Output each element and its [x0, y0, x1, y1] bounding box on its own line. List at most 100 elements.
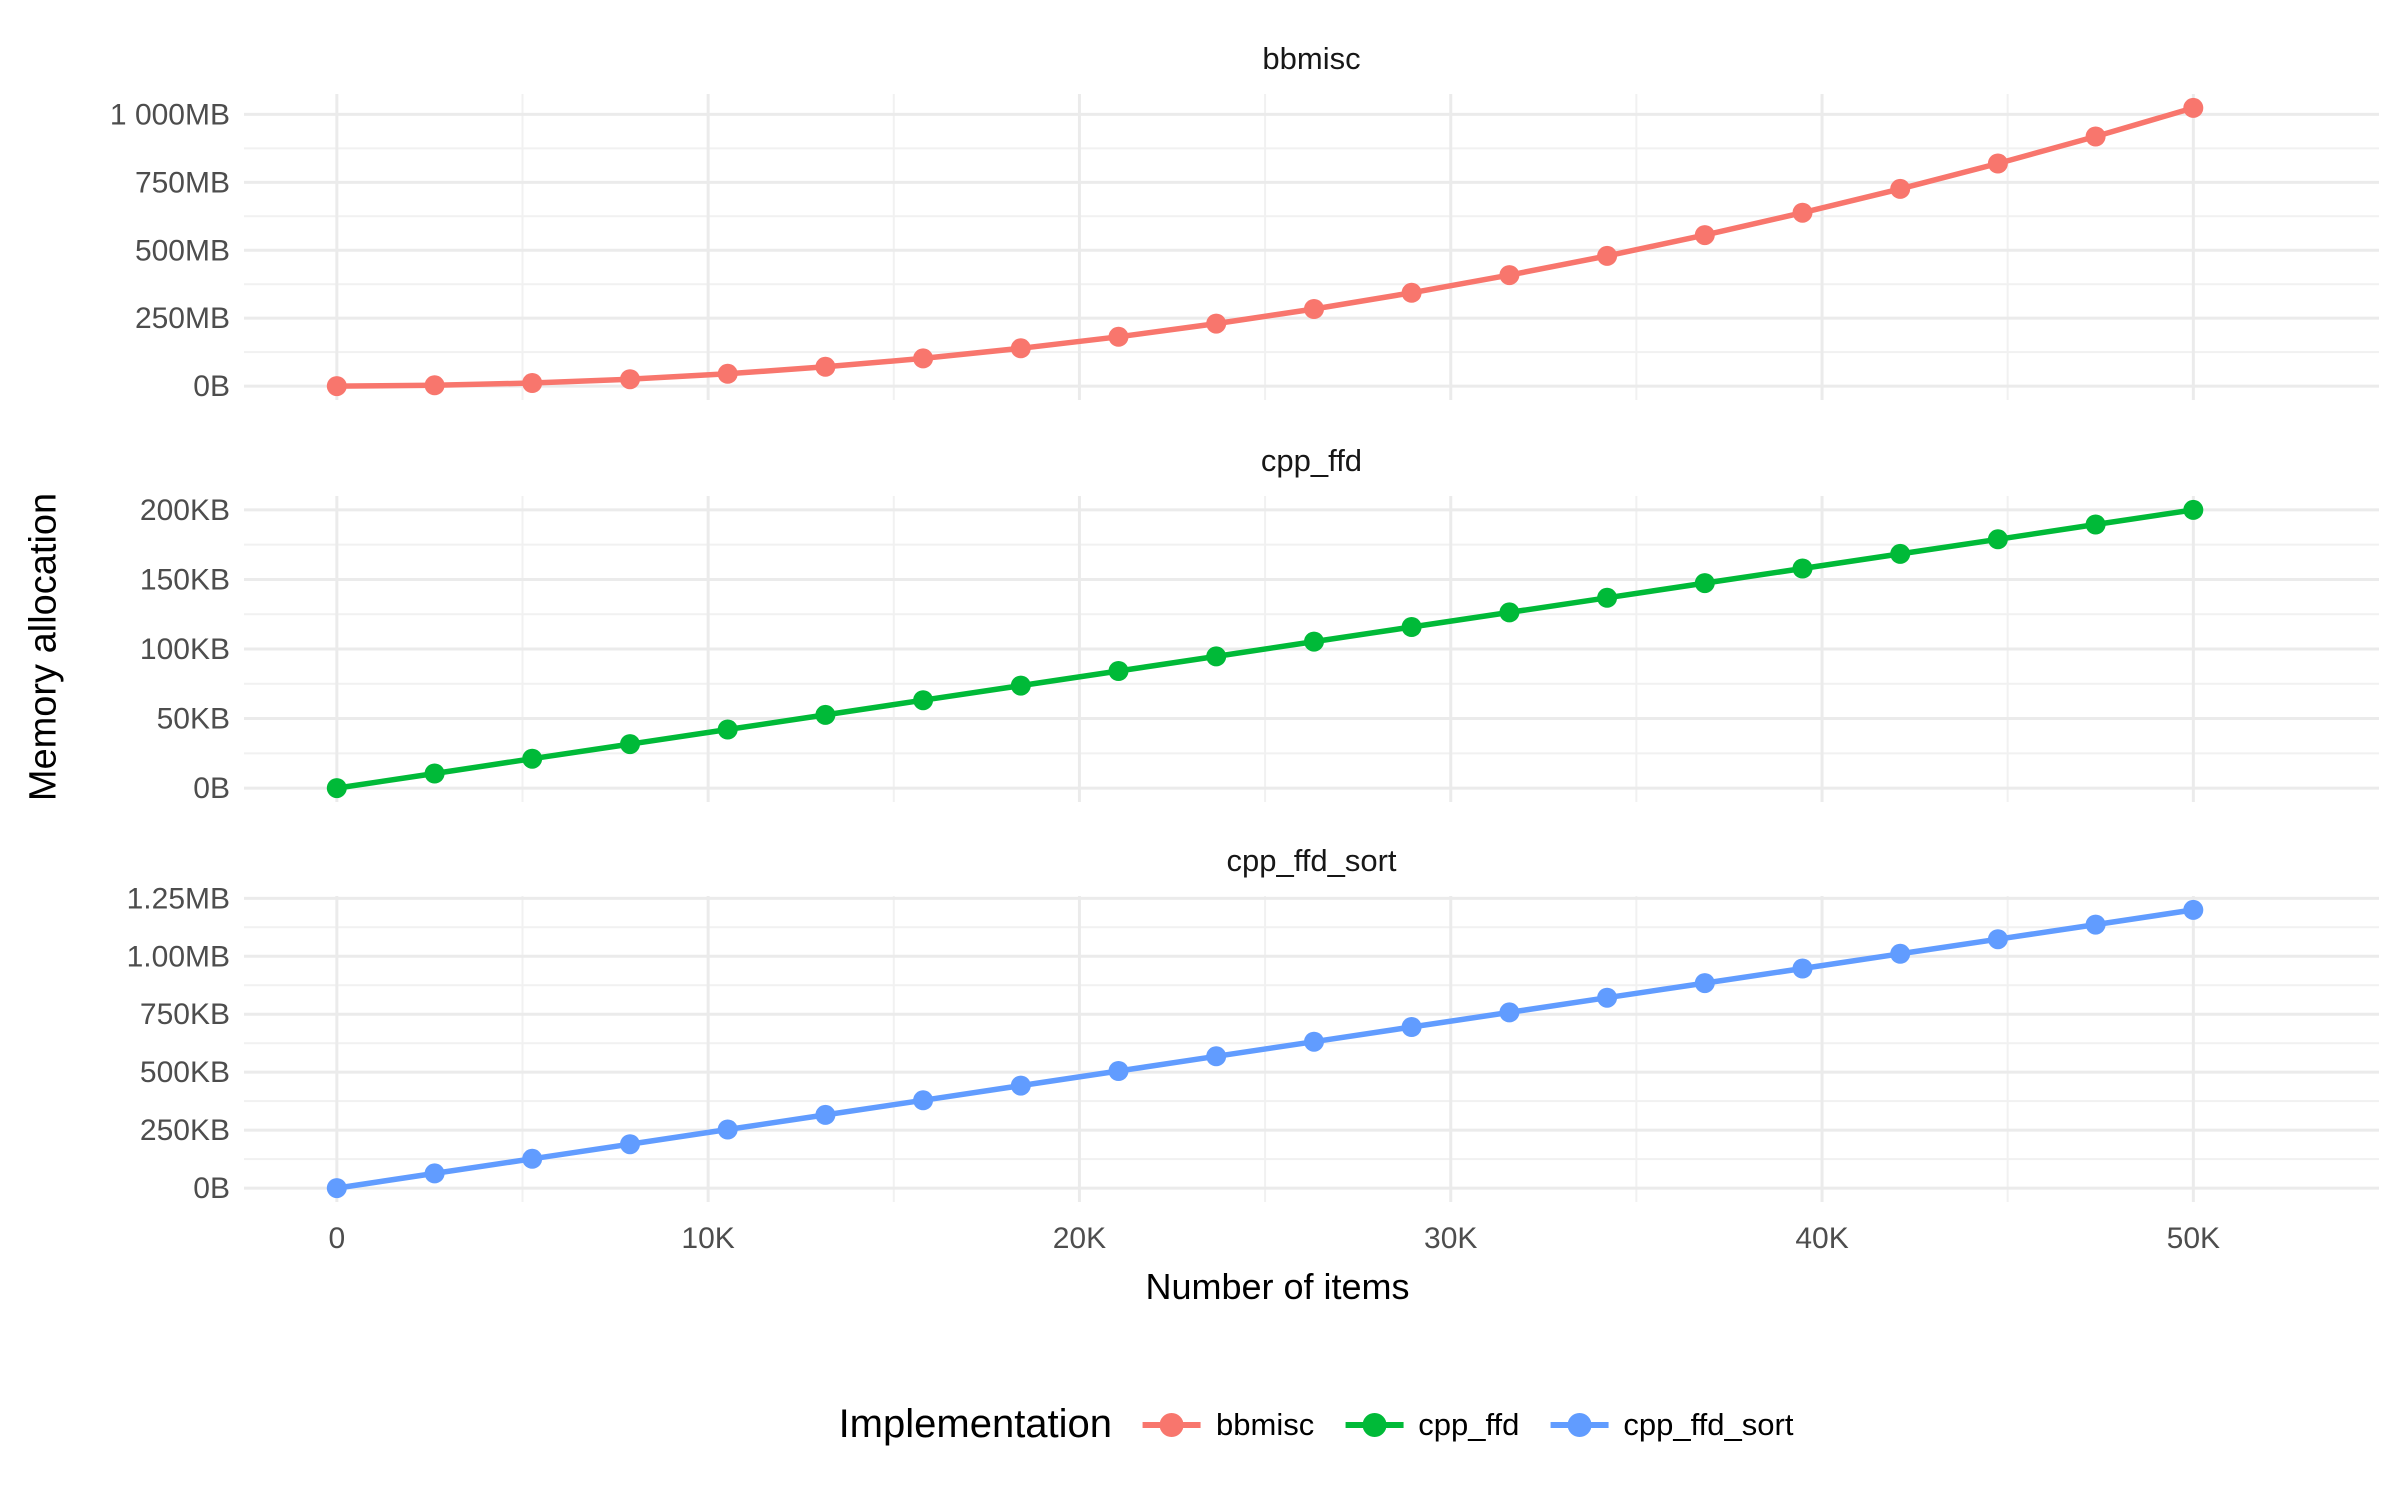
data-point [913, 348, 934, 369]
y-tick-label: 0B [193, 772, 230, 805]
legend-entry: cpp_ffd_sort [1547, 1403, 1793, 1447]
data-point [1304, 299, 1324, 319]
legend-entries: bbmisc cpp_ffd cpp_ffd_sort [1140, 1403, 1793, 1447]
data-point [1890, 178, 1911, 199]
y-tick-label: 250MB [135, 302, 230, 335]
data-point [620, 734, 640, 755]
x-tick-label: 50K [2167, 1222, 2220, 1255]
x-tick-label: 0 [328, 1222, 345, 1255]
data-point [1987, 153, 2008, 174]
data-point [424, 1163, 445, 1184]
y-tick-label: 750MB [135, 166, 230, 199]
legend-key-point [1160, 1412, 1185, 1437]
data-point [1499, 1002, 1520, 1023]
data-point [913, 1090, 934, 1111]
data-point [1694, 973, 1715, 994]
data-point [1010, 338, 1031, 359]
data-point [1108, 661, 1129, 681]
data-point [2085, 914, 2106, 935]
legend-key-icon [1345, 1412, 1404, 1437]
y-tick-label: 150KB [140, 563, 230, 596]
legend-entry: cpp_ffd [1342, 1403, 1519, 1447]
data-point [1890, 943, 1911, 964]
legend-key-point [1567, 1412, 1592, 1437]
facet-strip-title: bbmisc [1262, 41, 1360, 76]
data-point [1597, 245, 1618, 266]
y-tick-label: 250KB [140, 1114, 230, 1147]
data-point [2183, 97, 2204, 118]
data-point [326, 778, 347, 799]
data-point [522, 1148, 543, 1169]
legend-key-icon [1143, 1412, 1202, 1437]
series-line [334, 105, 2197, 389]
data-point [1987, 529, 2008, 550]
legend-entry: bbmisc [1140, 1403, 1314, 1447]
legend-key-icon [1550, 1412, 1609, 1437]
y-tick-label: 50KB [157, 703, 230, 736]
data-point [1499, 602, 1520, 623]
y-tick-label: 1.25MB [127, 882, 230, 915]
data-point [1792, 202, 1813, 223]
y-tick-label: 100KB [140, 633, 230, 666]
data-point [1206, 313, 1227, 334]
data-point [1694, 573, 1715, 594]
data-point [717, 719, 738, 740]
data-point [1304, 631, 1324, 652]
legend-label: bbmisc [1216, 1406, 1315, 1442]
data-point [522, 748, 543, 769]
data-point [1108, 326, 1129, 347]
data-point [424, 763, 445, 784]
data-point [1206, 646, 1227, 667]
data-point [815, 356, 836, 377]
data-point [2085, 514, 2106, 535]
series-line [334, 507, 2197, 791]
data-point [717, 1119, 738, 1140]
y-tick-label: 0B [193, 1172, 230, 1205]
data-point [1401, 617, 1422, 637]
data-point [1401, 1017, 1422, 1037]
data-point [1987, 929, 2008, 950]
x-axis-title: Number of items [1145, 1266, 1410, 1307]
data-point [1890, 543, 1911, 564]
data-point [1792, 958, 1813, 979]
data-point [620, 1134, 640, 1155]
legend-label: cpp_ffd [1418, 1406, 1520, 1442]
legend-title: Implementation [838, 1402, 1113, 1446]
facet-strip-title: cpp_ffd_sort [1226, 843, 1396, 878]
legend-key-point [1362, 1412, 1387, 1437]
y-tick-label: 0B [193, 370, 230, 403]
y-tick-label: 500KB [140, 1056, 230, 1089]
data-point [1108, 1061, 1129, 1081]
data-point [424, 375, 445, 396]
legend-label: cpp_ffd_sort [1623, 1406, 1794, 1442]
data-point [1597, 987, 1618, 1008]
y-tick-label: 200KB [140, 494, 230, 527]
data-point [815, 1104, 836, 1125]
y-tick-label: 1 000MB [110, 98, 230, 131]
facet-strip-title: cpp_ffd [1261, 443, 1362, 478]
data-point [1694, 225, 1715, 246]
data-point [326, 1178, 347, 1199]
y-tick-label: 750KB [140, 998, 230, 1031]
data-point [620, 369, 640, 390]
data-point [913, 690, 934, 711]
data-point [326, 376, 347, 397]
data-point [1304, 1031, 1324, 1052]
series-line [334, 907, 2197, 1191]
data-point [717, 363, 738, 384]
data-point [1597, 587, 1618, 608]
legend: Implementation bbmisc cpp_ffd cpp_ffd_sort [839, 1402, 1794, 1447]
data-point [1010, 675, 1031, 696]
data-point [1010, 1075, 1031, 1096]
data-point [1499, 265, 1520, 286]
data-point [1401, 282, 1422, 303]
x-tick-label: 10K [681, 1222, 734, 1255]
data-point [1792, 558, 1813, 579]
x-tick-label: 40K [1795, 1222, 1848, 1255]
data-point [522, 373, 543, 393]
data-point [815, 704, 836, 725]
data-point [1206, 1046, 1227, 1067]
x-tick-label: 30K [1424, 1222, 1477, 1255]
